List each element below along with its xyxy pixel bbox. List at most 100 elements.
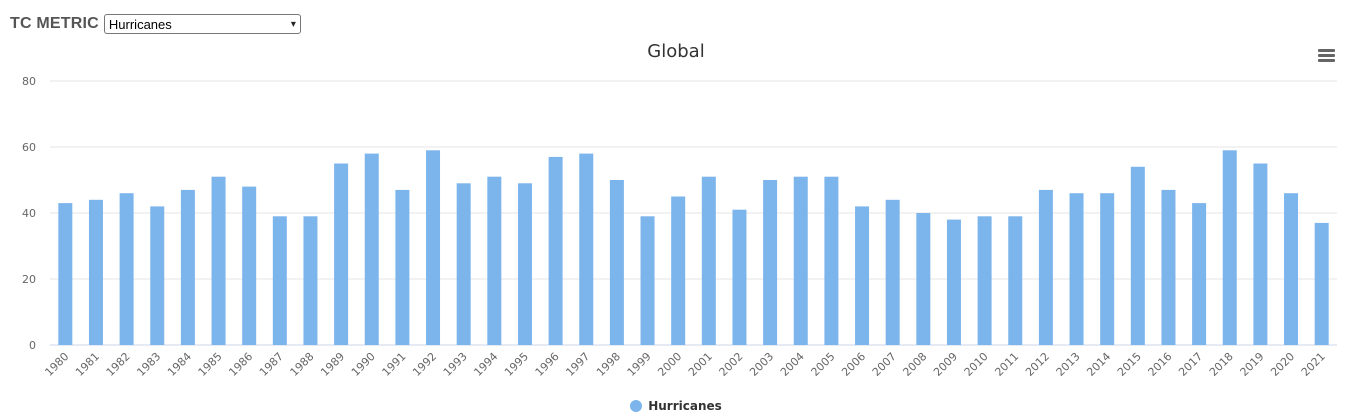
y-tick-label: 40 (22, 207, 36, 220)
chart-title: Global (647, 41, 705, 62)
y-tick-label: 60 (22, 141, 36, 154)
x-tick-label: 2007 (870, 350, 899, 379)
bar-2003[interactable] (763, 180, 778, 345)
x-tick-label: 1983 (134, 350, 163, 379)
x-tick-label: 2014 (1084, 350, 1113, 379)
x-tick-label: 1997 (563, 350, 592, 379)
y-tick-label: 80 (22, 75, 36, 88)
metric-select-value: Hurricanes (108, 16, 172, 32)
x-tick-label: 1995 (502, 350, 531, 379)
x-tick-label: 2010 (962, 350, 991, 379)
x-tick-label: 1996 (533, 350, 562, 379)
x-tick-label: 1982 (104, 350, 133, 379)
x-tick-label: 1988 (288, 350, 317, 379)
bar-2002[interactable] (732, 209, 747, 345)
bar-2013[interactable] (1069, 193, 1084, 345)
x-tick-label: 2012 (1023, 350, 1052, 379)
x-tick-label: 1998 (594, 350, 623, 379)
legend-label: Hurricanes (648, 399, 722, 413)
bar-2011[interactable] (1008, 216, 1023, 345)
hamburger-menu-icon[interactable] (1318, 49, 1335, 63)
x-tick-label: 2000 (655, 350, 684, 379)
bar-2016[interactable] (1161, 189, 1176, 345)
bar-2010[interactable] (977, 216, 992, 345)
x-tick-label: 1990 (349, 350, 378, 379)
bar-2009[interactable] (946, 219, 961, 345)
bar-1995[interactable] (517, 183, 532, 345)
bar-2008[interactable] (916, 213, 931, 345)
bar-2012[interactable] (1038, 189, 1053, 345)
x-tick-label: 1999 (625, 350, 654, 379)
bar-1989[interactable] (334, 163, 349, 346)
bar-1999[interactable] (640, 216, 655, 345)
bar-2001[interactable] (701, 176, 716, 345)
x-tick-label: 1980 (42, 350, 71, 379)
metric-selector-bar: TC METRIC Hurricanes ▾ (10, 14, 301, 34)
bar-2018[interactable] (1222, 150, 1237, 345)
x-tick-label: 2005 (809, 350, 838, 379)
x-tick-label: 2006 (839, 350, 868, 379)
bar-1982[interactable] (119, 193, 134, 345)
bar-2021[interactable] (1314, 222, 1329, 345)
bar-2005[interactable] (824, 176, 839, 345)
y-tick-label: 0 (29, 339, 36, 352)
bar-2000[interactable] (671, 196, 686, 346)
bar-1980[interactable] (58, 203, 73, 345)
bar-2019[interactable] (1253, 163, 1268, 346)
x-tick-label: 1984 (165, 350, 194, 379)
x-tick-label: 2008 (900, 350, 929, 379)
x-tick-label: 2003 (747, 350, 776, 379)
bar-1992[interactable] (426, 150, 441, 345)
bar-2015[interactable] (1130, 166, 1145, 345)
bar-1990[interactable] (364, 153, 379, 345)
bar-1994[interactable] (487, 176, 502, 345)
legend-marker (630, 400, 643, 412)
bar-1996[interactable] (548, 156, 563, 345)
bar-1985[interactable] (211, 176, 226, 345)
x-tick-label: 2018 (1207, 350, 1236, 379)
metric-select[interactable]: Hurricanes ▾ (103, 14, 301, 34)
legend[interactable]: Hurricanes (0, 399, 1352, 413)
bar-2007[interactable] (885, 199, 900, 345)
bar-2014[interactable] (1100, 193, 1115, 345)
bar-1993[interactable] (456, 183, 471, 345)
bar-1988[interactable] (303, 216, 318, 345)
x-tick-label: 1994 (471, 350, 500, 379)
bar-1981[interactable] (88, 199, 103, 345)
bar-1991[interactable] (395, 189, 410, 345)
x-tick-label: 2019 (1238, 350, 1267, 379)
bar-2004[interactable] (793, 176, 808, 345)
x-tick-label: 2001 (686, 350, 715, 379)
x-tick-label: 2002 (717, 350, 746, 379)
chevron-down-icon: ▾ (290, 18, 296, 30)
bar-1997[interactable] (579, 153, 594, 345)
x-tick-label: 2020 (1268, 350, 1297, 379)
x-tick-label: 1985 (196, 350, 225, 379)
x-tick-label: 2017 (1176, 350, 1205, 379)
bar-1987[interactable] (272, 216, 287, 345)
x-tick-label: 2013 (1054, 350, 1083, 379)
bar-1998[interactable] (609, 180, 624, 345)
x-tick-label: 2011 (992, 350, 1021, 379)
bar-1983[interactable] (150, 206, 165, 345)
x-tick-label: 2016 (1146, 350, 1175, 379)
y-tick-label: 20 (22, 273, 36, 286)
metric-label: TC METRIC (10, 15, 99, 32)
x-tick-label: 2004 (778, 350, 807, 379)
x-tick-label: 2021 (1299, 350, 1328, 379)
x-tick-label: 1991 (380, 350, 409, 379)
x-tick-label: 2015 (1115, 350, 1144, 379)
x-tick-label: 1987 (257, 350, 286, 379)
bar-1984[interactable] (180, 189, 195, 345)
bar-1986[interactable] (242, 186, 257, 345)
x-tick-label: 1992 (410, 350, 439, 379)
x-tick-label: 1981 (73, 350, 102, 379)
bar-2020[interactable] (1284, 193, 1299, 345)
bar-2017[interactable] (1192, 203, 1207, 345)
x-tick-label: 1989 (318, 350, 347, 379)
x-tick-label: 1986 (226, 350, 255, 379)
x-tick-label: 1993 (441, 350, 470, 379)
bar-2006[interactable] (855, 206, 870, 345)
x-tick-label: 2009 (931, 350, 960, 379)
